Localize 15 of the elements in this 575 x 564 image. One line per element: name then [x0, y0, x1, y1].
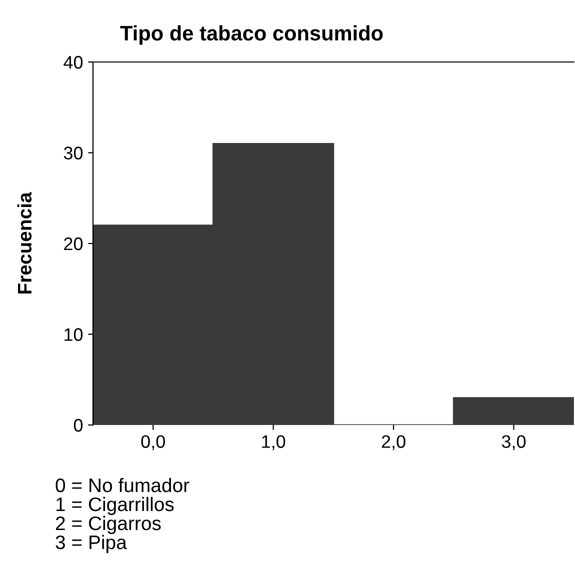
- y-tick-label: 10: [64, 328, 83, 341]
- y-tick-label: 0: [74, 418, 83, 432]
- chart-title: Tipo de tabaco consumido: [120, 25, 383, 45]
- y-tick-label: 30: [64, 146, 83, 160]
- x-tick-label: 1,0: [262, 435, 286, 450]
- x-tick-label: 2,0: [382, 435, 406, 450]
- text: 2 = Cigarros: [56, 516, 161, 534]
- y-tick-label: 40: [64, 56, 83, 69]
- y-axis-title: Frecuencia: [17, 192, 32, 294]
- text: 0 = No fumador: [56, 478, 190, 492]
- text: 3 = Pipa: [56, 534, 127, 554]
- x-tick-label: 3,0: [502, 435, 526, 450]
- text: 1 = Cigarrillos: [56, 496, 174, 516]
- y-tick-label: 20: [64, 237, 83, 250]
- x-tick-label: 0,0: [141, 435, 165, 450]
